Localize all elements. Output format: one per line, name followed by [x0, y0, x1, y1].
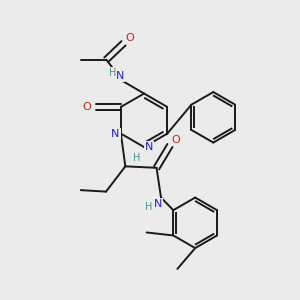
- Text: H: H: [133, 153, 140, 163]
- Text: N: N: [154, 199, 162, 209]
- Text: N: N: [145, 142, 154, 152]
- Text: O: O: [126, 33, 134, 43]
- Text: H: H: [109, 68, 116, 78]
- Text: N: N: [116, 71, 124, 81]
- Text: N: N: [111, 129, 120, 139]
- Text: H: H: [145, 202, 152, 212]
- Text: O: O: [172, 135, 180, 145]
- Text: O: O: [82, 102, 91, 112]
